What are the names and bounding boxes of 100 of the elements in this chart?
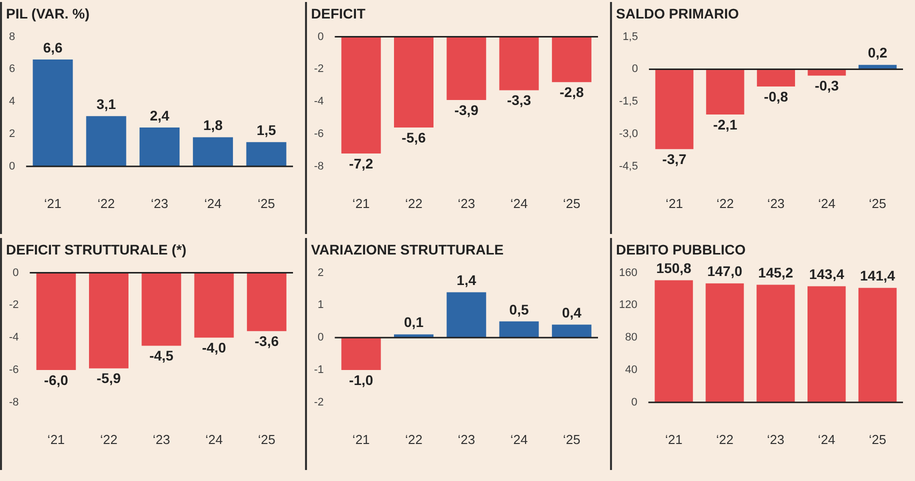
data-label: 0,5 bbox=[509, 301, 529, 318]
y-tick-label: 1,5 bbox=[622, 30, 638, 43]
x-tick-label: ‘23 bbox=[152, 432, 170, 447]
bar bbox=[858, 288, 897, 402]
data-label: -7,2 bbox=[349, 155, 374, 172]
y-tick-label: -4,5 bbox=[618, 160, 638, 172]
bar bbox=[341, 338, 381, 370]
x-tick-label: ‘24 bbox=[510, 196, 528, 211]
chart-title: DEFICIT STRUTTURALE (*) bbox=[6, 241, 186, 258]
x-tick-label: ‘21 bbox=[352, 196, 370, 211]
x-tick-label: ‘23 bbox=[767, 196, 785, 211]
data-label: 0,4 bbox=[562, 304, 582, 320]
x-tick-label: ‘22 bbox=[405, 196, 422, 211]
bar bbox=[499, 321, 539, 338]
x-tick-label: ‘21 bbox=[666, 196, 684, 211]
chart-title: DEBITO PUBBLICO bbox=[616, 241, 746, 258]
x-tick-label: ‘23 bbox=[766, 432, 784, 447]
data-label: -3,7 bbox=[662, 150, 687, 167]
x-tick-label: ‘25 bbox=[563, 432, 580, 447]
data-label: 1,8 bbox=[203, 117, 223, 134]
data-label: 0,1 bbox=[404, 314, 424, 330]
y-tick-label: -1 bbox=[314, 364, 324, 376]
y-tick-label: 2 bbox=[318, 266, 324, 279]
bar bbox=[246, 142, 286, 166]
data-label: 145,2 bbox=[758, 264, 794, 281]
bar bbox=[706, 283, 744, 402]
data-label: 3,1 bbox=[96, 96, 116, 112]
bar bbox=[140, 128, 180, 166]
x-tick-label: ‘23 bbox=[458, 196, 476, 211]
x-tick-label: ‘25 bbox=[258, 196, 275, 211]
y-tick-label: 160 bbox=[618, 266, 638, 279]
x-tick-label: ‘22 bbox=[405, 432, 422, 447]
data-label: 1,4 bbox=[456, 272, 476, 288]
y-tick-label: 80 bbox=[625, 332, 638, 344]
data-label: -0,8 bbox=[764, 88, 788, 104]
y-tick-label: 0 bbox=[631, 396, 638, 408]
x-tick-label: ‘24 bbox=[204, 196, 222, 211]
data-label: -2,1 bbox=[713, 116, 738, 132]
bar bbox=[654, 280, 693, 402]
x-tick-label: ‘24 bbox=[205, 432, 223, 447]
bar bbox=[32, 59, 73, 166]
bar bbox=[192, 137, 233, 166]
data-label: 150,8 bbox=[656, 260, 692, 276]
bar bbox=[86, 116, 126, 166]
y-tick-label: -1,5 bbox=[618, 96, 638, 108]
bar bbox=[756, 284, 795, 402]
y-tick-label: -2 bbox=[314, 63, 324, 76]
y-tick-label: -8 bbox=[314, 160, 324, 172]
x-tick-label: ‘23 bbox=[458, 432, 476, 447]
data-label: 141,4 bbox=[860, 268, 896, 284]
y-tick-label: -6 bbox=[9, 364, 19, 376]
data-label: -5,6 bbox=[402, 129, 426, 146]
y-tick-label: -2 bbox=[314, 396, 324, 408]
data-label: 1,5 bbox=[256, 122, 276, 138]
y-tick-label: -8 bbox=[9, 396, 19, 408]
x-tick-label: ‘21 bbox=[665, 432, 682, 447]
data-label: -4,0 bbox=[202, 339, 226, 356]
bar bbox=[446, 292, 486, 338]
y-tick-label: -6 bbox=[314, 128, 324, 140]
y-tick-label: 0 bbox=[12, 266, 19, 279]
data-label: 147,0 bbox=[707, 263, 742, 280]
y-tick-label: 6 bbox=[8, 63, 16, 76]
y-tick-label: 0 bbox=[8, 160, 16, 172]
y-tick-label: 8 bbox=[8, 30, 16, 43]
data-label: -4,5 bbox=[149, 348, 174, 364]
data-label: -3,6 bbox=[254, 332, 279, 349]
x-tick-label: ‘22 bbox=[98, 196, 115, 211]
y-tick-label: 0 bbox=[632, 63, 638, 76]
y-tick-label: 0 bbox=[318, 332, 324, 344]
y-tick-label: 120 bbox=[618, 299, 638, 312]
y-tick-label: 0 bbox=[318, 30, 324, 43]
data-label: 2,4 bbox=[150, 107, 170, 124]
data-label: -6,0 bbox=[44, 372, 68, 388]
data-label: -3,3 bbox=[506, 92, 532, 108]
x-tick-label: ‘24 bbox=[510, 432, 528, 447]
y-tick-label: 2 bbox=[8, 128, 16, 140]
data-label: -0,3 bbox=[814, 78, 840, 94]
data-label: -1,0 bbox=[349, 372, 374, 388]
y-tick-label: 1 bbox=[318, 299, 324, 312]
x-tick-label: ‘21 bbox=[47, 432, 65, 447]
y-tick-label: 4 bbox=[8, 96, 16, 108]
y-tick-label: -4 bbox=[9, 332, 19, 344]
x-tick-label: ‘23 bbox=[150, 196, 168, 211]
y-tick-label: 40 bbox=[625, 364, 638, 376]
bar bbox=[808, 286, 846, 402]
y-tick-label: -3,0 bbox=[618, 128, 638, 140]
chart-title: PIL (VAR. %) bbox=[6, 5, 90, 22]
x-tick-label: ‘25 bbox=[868, 432, 886, 447]
x-tick-label: ‘24 bbox=[818, 196, 836, 211]
x-tick-label: ‘25 bbox=[868, 196, 886, 211]
bar bbox=[552, 324, 592, 338]
x-tick-label: ‘22 bbox=[716, 196, 734, 211]
x-tick-label: ‘25 bbox=[563, 196, 580, 211]
chart-title: SALDO PRIMARIO bbox=[616, 5, 739, 22]
x-tick-label: ‘24 bbox=[818, 432, 836, 447]
data-label: 0,2 bbox=[868, 44, 888, 61]
data-label: 6,6 bbox=[43, 39, 63, 56]
data-label: -3,9 bbox=[454, 102, 479, 118]
y-tick-label: -4 bbox=[314, 96, 324, 108]
data-label: -2,8 bbox=[560, 84, 584, 100]
